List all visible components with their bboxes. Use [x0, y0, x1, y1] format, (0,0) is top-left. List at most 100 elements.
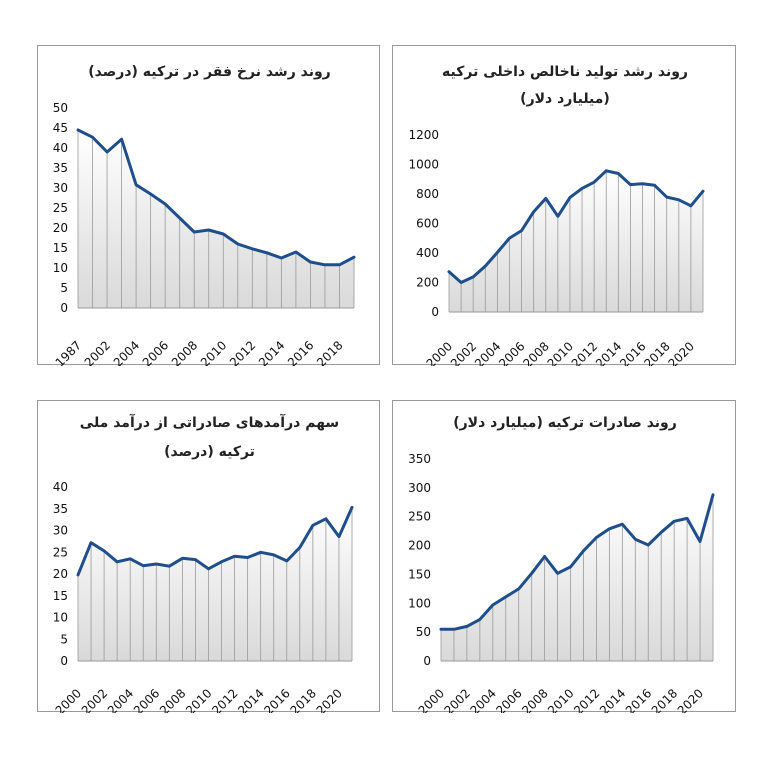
chart-panel-export-share: سهم درآمدهای صادراتی از درآمد ملی ترکیه (…: [37, 400, 380, 713]
data-point: [508, 236, 511, 240]
chart-title-line: ترکیه (درصد): [164, 444, 255, 460]
chart-title-line: روند رشد تولید ناخالص داخلی ترکیه: [442, 64, 688, 80]
data-point: [352, 256, 356, 259]
chart-title-line: روند صادرات ترکیه (میلیارد دلار): [453, 415, 677, 431]
data-point: [556, 215, 560, 218]
data-point: [337, 535, 341, 538]
data-point: [115, 560, 119, 564]
data-point: [447, 270, 451, 273]
data-point: [272, 553, 275, 557]
y-tick-label: 10: [53, 611, 68, 625]
data-point: [496, 251, 499, 254]
y-tick-label: 35: [53, 161, 68, 175]
data-point: [478, 618, 482, 621]
data-point: [582, 549, 585, 552]
data-point: [259, 551, 262, 554]
data-point: [653, 184, 656, 187]
y-tick-label: 250: [408, 510, 431, 524]
y-tick-label: 800: [416, 187, 439, 201]
data-point: [181, 557, 184, 560]
area-fill: [78, 507, 352, 661]
chart-title-line: (میلیارد دلار): [520, 91, 610, 107]
data-point: [698, 540, 702, 543]
data-point: [338, 263, 341, 266]
x-tick-label: 2020: [675, 686, 706, 713]
data-point: [128, 557, 132, 560]
y-tick-label: 0: [423, 654, 431, 668]
data-point: [530, 572, 533, 575]
data-point: [543, 555, 546, 558]
data-point: [452, 628, 456, 631]
x-tick-label: 2020: [666, 339, 697, 366]
y-tick-label: 200: [416, 276, 439, 290]
y-tick-label: 40: [53, 141, 68, 155]
chart-panel-poverty: روند رشد نرخ فقر در ترکیه (درصد) 0 5 10 15 20…: [37, 45, 380, 366]
y-tick-label: 35: [53, 502, 68, 516]
data-point: [194, 558, 197, 561]
y-tick-label: 25: [53, 545, 68, 559]
data-point: [89, 541, 93, 544]
chart-panel-gdp: روند رشد تولید ناخالص داخلی ترکیه (میلیار…: [392, 45, 736, 366]
data-point: [220, 560, 223, 564]
data-point: [520, 229, 523, 232]
area-fill: [449, 170, 703, 312]
data-point: [685, 517, 689, 520]
x-tick-label: 2014: [256, 338, 287, 366]
data-point: [236, 242, 239, 246]
y-tick-label: 1000: [408, 158, 439, 172]
data-point: [629, 183, 632, 186]
data-point: [193, 230, 196, 234]
data-point: [285, 559, 288, 563]
y-tick-label: 300: [408, 481, 431, 495]
data-point: [251, 247, 254, 250]
data-point: [324, 517, 328, 520]
x-tick-label: 2010: [198, 338, 229, 366]
x-tick-label: 2020: [314, 686, 345, 713]
data-point: [207, 228, 210, 232]
y-tick-label: 45: [53, 121, 68, 135]
y-tick-label: 30: [53, 524, 68, 538]
y-tick-label: 30: [53, 181, 68, 195]
y-tick-label: 50: [53, 101, 68, 115]
data-point: [294, 250, 298, 254]
chart-title-line: روند رشد نرخ فقر در ترکیه (درصد): [88, 64, 330, 80]
data-point: [163, 202, 167, 206]
data-point: [608, 527, 611, 531]
y-tick-label: 1200: [408, 128, 439, 142]
data-point: [689, 204, 693, 207]
x-tick-label: 2016: [285, 338, 316, 366]
data-point: [647, 543, 650, 547]
data-point: [634, 538, 637, 541]
y-tick-label: 15: [53, 241, 68, 255]
data-point: [504, 595, 507, 599]
data-point: [222, 232, 225, 236]
data-point: [556, 572, 559, 575]
x-tick-label: 2002: [82, 338, 113, 366]
chart-title-line: سهم درآمدهای صادراتی از درآمد ملی: [80, 413, 339, 431]
data-point: [142, 564, 145, 567]
y-tick-label: 100: [408, 596, 431, 610]
data-point: [178, 216, 181, 220]
series-line: [76, 505, 354, 577]
data-point: [309, 260, 312, 264]
data-point: [517, 587, 520, 591]
y-tick-label: 0: [60, 301, 68, 315]
data-point: [701, 189, 705, 193]
data-point: [659, 531, 663, 534]
data-point: [233, 554, 236, 558]
x-tick-label: 2012: [227, 338, 258, 366]
chart-svg-gdp: روند رشد تولید ناخالص داخلی ترکیه (میلیار…: [408, 64, 705, 366]
chart-svg-export-share: سهم درآمدهای صادراتی از درآمد ملی ترکیه (…: [53, 413, 354, 713]
data-point: [595, 536, 598, 539]
chart-panel-exports: روند صادرات ترکیه (میلیارد دلار) 0 50 100 15…: [392, 400, 736, 713]
data-point: [134, 183, 138, 186]
data-point: [155, 562, 158, 566]
x-tick-label: 1987: [53, 338, 84, 366]
data-point: [76, 128, 80, 132]
x-tick-label: 2006: [140, 338, 171, 366]
y-tick-label: 50: [416, 625, 431, 639]
y-tick-label: 15: [53, 589, 68, 603]
y-tick-label: 40: [53, 480, 68, 494]
data-point: [120, 138, 123, 141]
y-tick-label: 150: [408, 567, 431, 581]
